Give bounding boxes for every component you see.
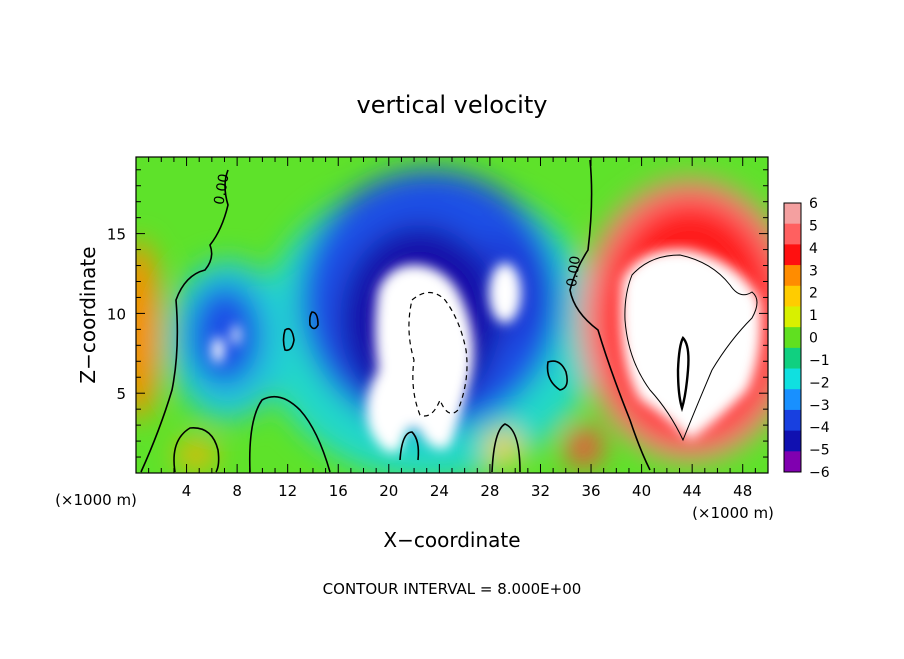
colorbar-swatch: [784, 347, 801, 370]
y-tick-label: 15: [107, 226, 126, 244]
zero-contour-lowcell: [173, 427, 220, 473]
x-tick-label: 12: [278, 482, 297, 500]
colorbar-label: 0: [809, 331, 818, 347]
colorbar-swatch: [784, 451, 801, 473]
zero-contour-small-2: [308, 311, 319, 330]
y-tick-label: 10: [107, 305, 126, 323]
colorbar-label: −6: [809, 465, 830, 481]
zero-contour-small-3: [546, 360, 568, 391]
updraft-contour-8: [624, 254, 758, 442]
contour-interval-footer: CONTOUR INTERVAL = 8.000E+00: [323, 580, 582, 598]
x-tick-label: 28: [480, 482, 499, 500]
downdraft-contour-dashed: [408, 291, 468, 417]
x-tick-label: 4: [182, 482, 192, 500]
low-cell-left: [176, 441, 216, 469]
downdraft-core-white-left: [212, 337, 224, 363]
colorbar-swatch: [784, 203, 801, 225]
colorbar-swatch: [784, 368, 801, 390]
x-tick-label: 40: [632, 482, 651, 500]
downdraft-core-white-left2: [232, 325, 240, 345]
colorbar-label: 3: [809, 263, 818, 279]
low-cell-mid: [487, 430, 519, 466]
low-cell-right: [566, 427, 602, 467]
colorbar-label: −4: [809, 420, 830, 436]
colorbar-label: −3: [809, 398, 830, 414]
x-tick-label: 16: [329, 482, 348, 500]
zero-contour-right: [569, 159, 651, 471]
x-tick-label: 8: [232, 482, 242, 500]
x-tick-label: 32: [531, 482, 550, 500]
colorbar-label: 6: [809, 196, 818, 212]
updraft-core-white: [620, 249, 762, 440]
colorbar-frame: [783, 202, 802, 473]
zero-contour-left: [140, 169, 229, 473]
colorbar-swatch: [784, 265, 801, 287]
x-axis-label: X−coordinate: [383, 528, 520, 552]
zero-contour-lowcell-2: [399, 431, 420, 461]
chart-title: vertical velocity: [357, 91, 548, 119]
field-cores: [212, 249, 762, 453]
y-axis-label: Z−coordinate: [76, 246, 100, 383]
y-axis: 5 10 15: [107, 169, 768, 458]
left-updraft-orange: [136, 240, 160, 420]
colorbar-swatch: [784, 306, 801, 328]
colorbar-swatch: [784, 244, 801, 266]
colorbar-swatch: [784, 327, 801, 349]
downdraft-core-white-right: [489, 263, 521, 323]
colorbar-swatch: [784, 285, 801, 307]
x-unit-label-right: (×1000 m): [692, 504, 774, 522]
updraft-contour-16: [676, 336, 690, 413]
zero-contour-bump: [248, 395, 331, 473]
colorbar-label: 4: [809, 241, 818, 257]
contour-label-left: 0.00: [211, 173, 232, 206]
colorbar-label: 5: [809, 218, 818, 234]
downdraft-blue-left: [190, 285, 260, 385]
x-tick-label: 48: [733, 482, 752, 500]
colorbar-swatch: [784, 430, 801, 452]
zero-contour-small-1: [282, 327, 295, 352]
x-unit-label-left: (×1000 m): [55, 491, 137, 509]
contour-label-right: 0.00: [564, 255, 584, 288]
y-tick-label: 5: [116, 385, 126, 403]
colorbar-swatch: [784, 389, 801, 411]
zero-contour-lowcell-3: [491, 423, 521, 473]
colorbar-swatch: [784, 223, 801, 245]
colorbar-label: −2: [809, 375, 830, 391]
colorbar-label: 2: [809, 286, 818, 302]
x-axis: 4 8 12 16 20 24 28 32 36 40 44 48: [148, 157, 756, 500]
velocity-field: [136, 157, 768, 473]
colorbar-swatch: [784, 409, 801, 432]
downdraft-core-white: [366, 264, 474, 453]
x-tick-label: 24: [430, 482, 449, 500]
colorbar-label: −5: [809, 443, 830, 459]
x-tick-label: 20: [379, 482, 398, 500]
colorbar: 6 5 4 3 2 1 0 −1 −2 −3 −4 −5 −6: [783, 196, 830, 481]
x-tick-label: 44: [683, 482, 702, 500]
x-tick-label: 36: [581, 482, 600, 500]
colorbar-label: −1: [809, 353, 830, 369]
contour-lines: [140, 159, 758, 473]
colorbar-label: 1: [809, 308, 818, 324]
